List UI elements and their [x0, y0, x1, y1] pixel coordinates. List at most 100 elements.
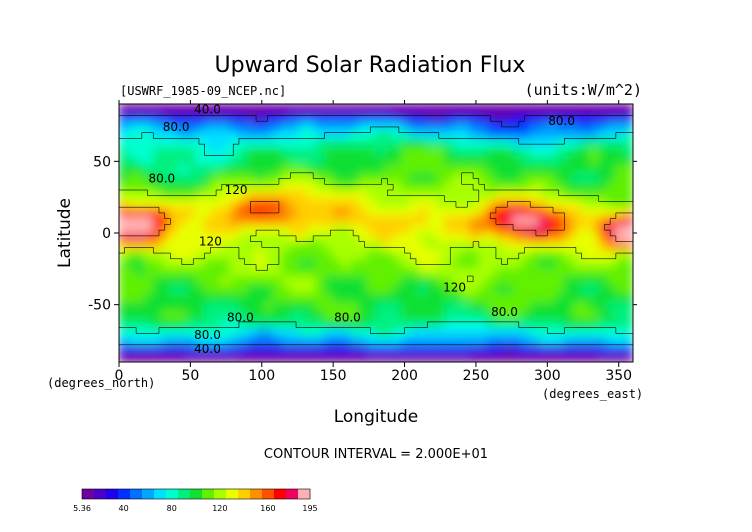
heatmap-cell [161, 249, 171, 260]
heatmap-cell [306, 172, 317, 182]
heatmap-cell [169, 266, 180, 277]
heatmap-cell [212, 155, 223, 165]
heatmap-cell [272, 327, 283, 337]
heatmap-cell [589, 206, 600, 217]
heatmap-cell [127, 249, 137, 260]
heatmap-cell [538, 232, 548, 243]
heatmap-cell [512, 206, 523, 217]
heatmap-cell [435, 137, 446, 148]
heatmap-cell [229, 137, 240, 148]
heatmap-cell [324, 301, 334, 311]
heatmap-cell [315, 146, 326, 157]
heatmap-cell [615, 129, 625, 139]
heatmap-cell [332, 129, 343, 139]
heatmap-cell [529, 309, 540, 320]
heatmap-cell [572, 335, 583, 346]
heatmap-cell [401, 155, 411, 165]
heatmap-cell [581, 344, 591, 354]
heatmap-cell [409, 258, 420, 268]
heatmap-cell [332, 137, 343, 148]
heatmap-cell [144, 215, 154, 225]
heatmap-cell [581, 249, 591, 260]
heatmap-cell [298, 163, 308, 174]
heatmap-cell [555, 275, 565, 286]
heatmap-cell [426, 206, 437, 217]
heatmap-cell [469, 163, 480, 174]
heatmap-cell [358, 112, 368, 122]
heatmap-cell [306, 232, 317, 243]
heatmap-cell [264, 309, 274, 320]
heatmap-cell [392, 180, 403, 191]
heatmap-cell [512, 215, 523, 225]
heatmap-cell [478, 189, 488, 200]
heatmap-cell [178, 146, 189, 157]
heatmap-cell [546, 275, 557, 286]
heatmap-cell [298, 129, 308, 139]
heatmap-cell [212, 275, 223, 286]
heatmap-cell [589, 129, 600, 139]
heatmap-cell [546, 344, 557, 354]
heatmap-cell [135, 155, 146, 165]
heatmap-cell [392, 309, 403, 320]
heatmap-cell [606, 232, 617, 243]
heatmap-cell [229, 198, 240, 208]
heatmap-cell [152, 284, 163, 294]
heatmap-cell [341, 241, 351, 251]
heatmap-cell [324, 129, 334, 139]
heatmap-cell [272, 180, 283, 191]
heatmap-cell [187, 198, 197, 208]
heatmap-cell [255, 284, 266, 294]
heatmap-cell [341, 292, 351, 303]
heatmap-cell [409, 318, 420, 329]
heatmap-cell [409, 189, 420, 200]
heatmap-cell [212, 266, 223, 277]
heatmap-cell [127, 172, 137, 182]
heatmap-cell [272, 249, 283, 260]
heatmap-cell [358, 344, 368, 354]
heatmap-cell [529, 120, 540, 131]
heatmap-cell [418, 344, 428, 354]
heatmap-cell [229, 206, 240, 217]
heatmap-cell [366, 223, 377, 234]
heatmap-cell [426, 112, 437, 122]
heatmap-cell [272, 318, 283, 329]
heatmap-cell [255, 206, 266, 217]
heatmap-cell [272, 335, 283, 346]
heatmap-cell [255, 223, 266, 234]
heatmap-cell [521, 284, 531, 294]
heatmap-cell [135, 241, 146, 251]
heatmap-cell [152, 292, 163, 303]
heatmap-cell [119, 180, 129, 191]
heatmap-cell [589, 241, 600, 251]
heatmap-cell [504, 155, 514, 165]
heatmap-cell [504, 318, 514, 329]
heatmap-cell [563, 335, 574, 346]
heatmap-cell [452, 266, 463, 277]
heatmap-cell [504, 180, 514, 191]
heatmap-cell [375, 232, 386, 243]
heatmap-cell [546, 163, 557, 174]
heatmap-cell [581, 172, 591, 182]
heatmap-cell [401, 335, 411, 346]
heatmap-cell [289, 292, 300, 303]
heatmap-cell [589, 172, 600, 182]
heatmap-cell [264, 301, 274, 311]
heatmap-cell [204, 104, 214, 114]
heatmap-cell [581, 266, 591, 277]
heatmap-cell [315, 241, 326, 251]
heatmap-cell [315, 172, 326, 182]
heatmap-cell [161, 146, 171, 157]
heatmap-cell [135, 249, 146, 260]
heatmap-cell [315, 258, 326, 268]
heatmap-cell [623, 258, 633, 268]
heatmap-cell [169, 155, 180, 165]
heatmap-cell [409, 344, 420, 354]
heatmap-cell [623, 129, 633, 139]
heatmap-cell [349, 284, 360, 294]
heatmap-cell [349, 198, 360, 208]
heatmap-cell [469, 206, 480, 217]
heatmap-cell [152, 189, 163, 200]
heatmap-cell [229, 112, 240, 122]
heatmap-cell [546, 155, 557, 165]
heatmap-cell [247, 146, 257, 157]
